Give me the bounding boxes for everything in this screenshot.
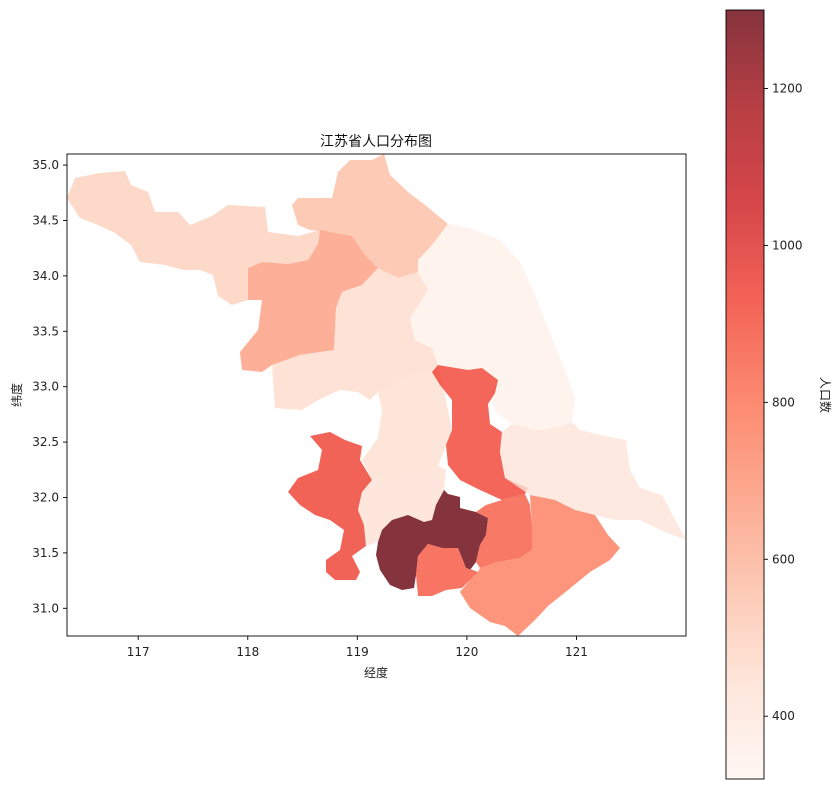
colorbar-tick-label: 1000 [772,238,803,252]
x-tick-label: 121 [565,645,588,659]
region-sunan[interactable] [376,490,488,590]
plot-frame [66,153,687,637]
region-lianyungang[interactable] [292,154,448,278]
region-wuxi[interactable] [476,494,532,568]
region-suzhou[interactable] [460,495,620,636]
region-changzhou[interactable] [416,544,478,596]
region-yancheng[interactable] [410,224,575,430]
region-taizhou[interactable] [432,365,528,500]
y-tick-label: 33.5 [32,324,59,338]
region-nantong[interactable] [490,422,686,540]
colorbar-label: 人口数 [818,377,833,413]
x-axis-label: 经度 [364,665,388,680]
colorbar-frame [725,9,765,780]
y-tick-label: 32.5 [32,435,59,449]
region-huaian[interactable] [272,268,438,410]
colorbar [726,10,764,779]
y-tick-label: 34.0 [32,269,59,283]
colorbar-ticks: 400 600 800 1000 1200 [764,81,803,723]
x-tick-label: 120 [455,645,478,659]
y-tick-label: 34.5 [32,213,59,227]
x-tick-label: 119 [346,645,369,659]
colorbar-tick-label: 1200 [772,81,803,95]
colorbar-tick-label: 600 [772,552,795,566]
x-tick-label: 117 [127,645,150,659]
region-zhenjiang[interactable] [358,466,446,546]
y-axis-label: 纬度 [9,383,24,407]
region-nanjing[interactable] [288,432,372,580]
y-tick-label: 31.5 [32,546,59,560]
y-axis-ticks: 31.0 31.5 32.0 32.5 33.0 33.5 34.0 34.5 35.0 [32,158,67,615]
x-axis-ticks: 117 118 119 120 121 [127,636,588,659]
y-tick-label: 32.0 [32,490,59,504]
colorbar-tick-label: 400 [772,709,795,723]
map-title: 江苏省人口分布图 [320,134,432,150]
region-xuzhou[interactable] [67,171,320,305]
y-tick-label: 31.0 [32,601,59,615]
x-tick-label: 118 [236,645,259,659]
region-suqian[interactable] [240,230,378,372]
region-yangzhou[interactable] [362,365,452,480]
map-regions [67,154,686,636]
y-tick-label: 35.0 [32,158,59,172]
y-tick-label: 33.0 [32,380,59,394]
colorbar-tick-label: 800 [772,395,795,409]
